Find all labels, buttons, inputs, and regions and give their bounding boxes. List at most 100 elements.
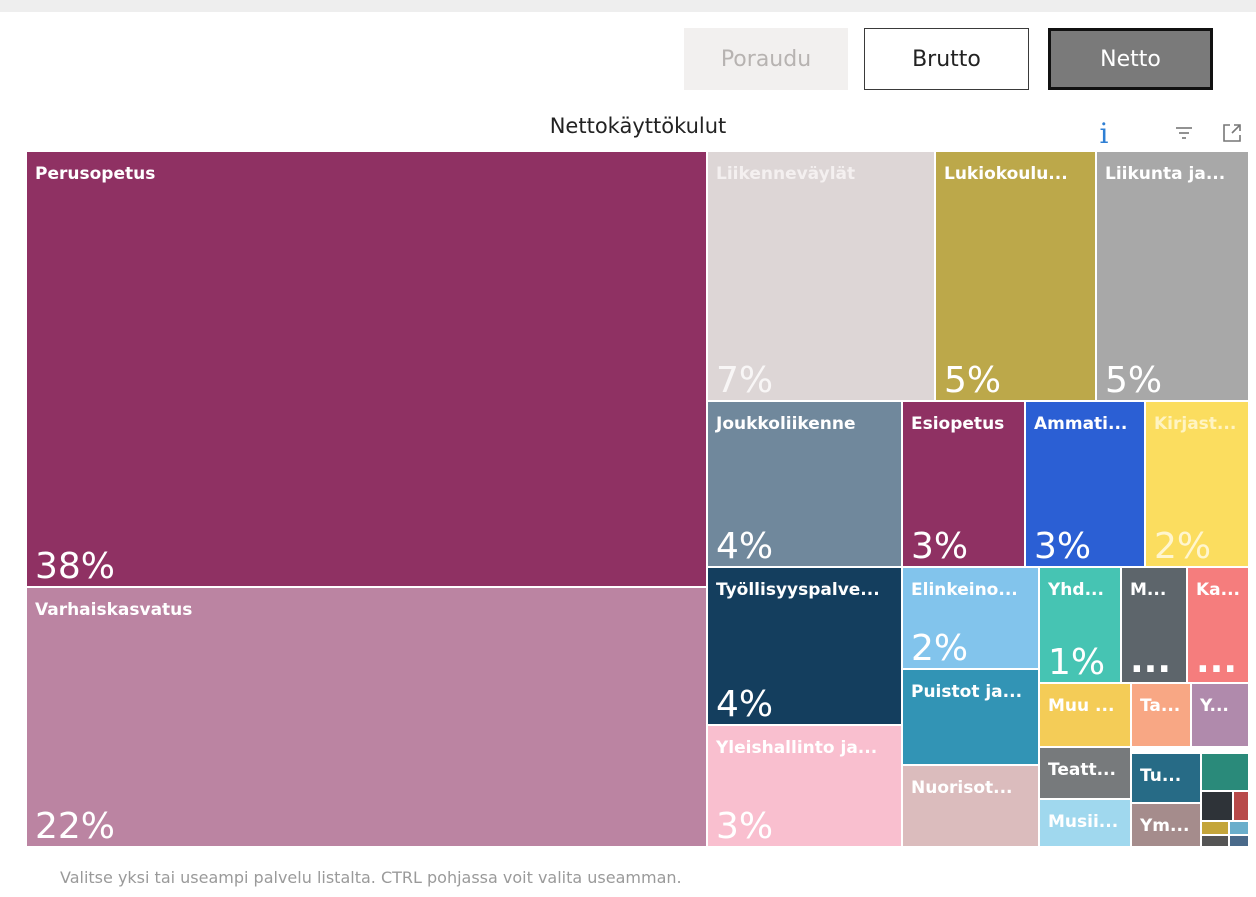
treemap-tile-14[interactable]: Puistot ja...	[903, 670, 1038, 764]
treemap-tile-27[interactable]	[1202, 822, 1228, 834]
treemap-tile-0[interactable]: Perusopetus 38%	[27, 152, 706, 587]
treemap-tile-label: Teatt...	[1048, 760, 1116, 780]
treemap-tile-6[interactable]: Esiopetus 3%	[903, 402, 1024, 567]
treemap-tile-12[interactable]: M......	[1122, 568, 1186, 682]
treemap-tile-7[interactable]: Ammati... 3%	[1026, 402, 1144, 567]
treemap-tile-label: Nuorisot...	[911, 778, 1013, 798]
treemap-tile-17[interactable]: Y...	[1192, 684, 1248, 746]
treemap-tile-rect[interactable]	[1230, 836, 1248, 846]
treemap-tile-value: 22%	[35, 806, 115, 847]
treemap-tile-rect[interactable]	[903, 766, 1038, 846]
treemap-tile-3[interactable]: Lukiokoulu... 5%	[936, 152, 1095, 401]
treemap-tile-label: Kirjast...	[1154, 414, 1236, 434]
treemap-tile-4[interactable]: Liikunta ja... 5%	[1097, 152, 1248, 401]
treemap-tile-rect[interactable]	[27, 588, 706, 846]
treemap-tile-22[interactable]: Musii...	[1040, 800, 1130, 846]
focus-mode-icon[interactable]	[1218, 118, 1246, 148]
treemap-tile-30[interactable]	[1230, 836, 1248, 846]
top-strip	[0, 0, 1256, 12]
treemap-tile-value: 3%	[911, 526, 968, 567]
treemap-tile-label: Perusopetus	[35, 164, 155, 184]
treemap-tile-23[interactable]: Ym...	[1132, 804, 1200, 846]
treemap-tile-13[interactable]: Ka......	[1188, 568, 1248, 682]
treemap-tile-label: Ka...	[1196, 580, 1240, 600]
treemap-tile-rect[interactable]	[1192, 684, 1248, 746]
treemap-tile-rect[interactable]	[1132, 684, 1190, 746]
treemap-tile-rect[interactable]	[708, 402, 901, 566]
treemap-tile-rect[interactable]	[936, 152, 1095, 400]
treemap-tile-8[interactable]: Kirjast... 2%	[1146, 402, 1248, 567]
treemap-tile-rect[interactable]	[1188, 568, 1248, 682]
treemap-tile-11[interactable]: Yhd... 1%	[1040, 568, 1120, 683]
treemap-tile-24[interactable]	[1202, 754, 1248, 790]
treemap-tile-label: Muu ...	[1048, 696, 1114, 716]
treemap-tile-rect[interactable]	[1097, 152, 1248, 400]
treemap-tile-10[interactable]: Elinkeino... 2%	[903, 568, 1038, 669]
treemap-tile-label: Liikunta ja...	[1105, 164, 1225, 184]
treemap-tile-rect[interactable]	[1146, 402, 1248, 566]
treemap-tile-value: 2%	[911, 628, 968, 669]
treemap-tile-value: 5%	[1105, 360, 1162, 401]
treemap-tile-25[interactable]	[1202, 792, 1232, 820]
treemap-tile-label: Lukiokoulu...	[944, 164, 1068, 184]
treemap-tile-rect[interactable]	[1202, 792, 1232, 820]
treemap-tile-value: 3%	[1034, 526, 1091, 567]
treemap-tile-label: Musii...	[1048, 812, 1118, 832]
filter-icon[interactable]	[1170, 118, 1198, 148]
treemap-tile-9[interactable]: Työllisyyspalve... 4%	[708, 568, 901, 725]
treemap-tile-label: Ym...	[1139, 816, 1189, 836]
treemap-tile-5[interactable]: Joukkoliikenne 4%	[708, 402, 901, 567]
treemap-tile-value: 4%	[716, 684, 773, 725]
treemap-tile-rect[interactable]	[1230, 822, 1248, 834]
treemap-tile-21[interactable]: Tu...	[1132, 754, 1200, 802]
treemap-tile-29[interactable]	[1202, 836, 1228, 846]
treemap-tile-rect[interactable]	[1040, 748, 1130, 798]
treemap-tile-rect[interactable]	[903, 568, 1038, 668]
treemap-tile-2[interactable]: Liikenneväylät 7%	[708, 152, 934, 401]
treemap-tile-label: Liikenneväylät	[716, 164, 855, 184]
treemap-tile-19[interactable]: Nuorisot...	[903, 766, 1038, 846]
treemap-tile-rect[interactable]	[708, 152, 934, 400]
treemap-tile-rect[interactable]	[1202, 754, 1248, 790]
treemap-tile-rect[interactable]	[1132, 754, 1200, 802]
treemap-tile-label: Varhaiskasvatus	[35, 600, 192, 620]
footer-instructions: Valitse yksi tai useampi palvelu listalt…	[60, 868, 682, 887]
treemap-tile-rect[interactable]	[708, 568, 901, 724]
treemap-tile-rect[interactable]	[903, 670, 1038, 764]
treemap-tile-rect[interactable]	[1234, 792, 1248, 820]
treemap-tile-label: Joukkoliikenne	[715, 414, 856, 434]
treemap-tile-rect[interactable]	[1040, 800, 1130, 846]
treemap-tile-value: 2%	[1154, 526, 1211, 567]
treemap-tile-rect[interactable]	[1040, 684, 1130, 746]
info-icon[interactable]: i	[1099, 116, 1109, 150]
treemap-tile-label: Tu...	[1140, 766, 1181, 786]
netto-button[interactable]: Netto	[1048, 28, 1213, 90]
treemap-tile-value: 7%	[716, 360, 773, 401]
treemap-tile-value: 1%	[1048, 642, 1105, 683]
treemap-tile-rect[interactable]	[1122, 568, 1186, 682]
treemap-tile-label: Työllisyyspalve...	[716, 580, 880, 600]
treemap-tile-18[interactable]: Yleishallinto ja... 3%	[708, 726, 901, 847]
treemap-tile-label: Puistot ja...	[911, 682, 1022, 702]
treemap-tile-rect[interactable]	[1132, 804, 1200, 846]
treemap-tile-rect[interactable]	[1202, 822, 1228, 834]
treemap-tile-rect[interactable]	[903, 402, 1024, 566]
treemap-tile-15[interactable]: Muu ...	[1040, 684, 1130, 746]
treemap-tile-rect[interactable]	[1202, 836, 1228, 846]
treemap-tile-rect[interactable]	[708, 726, 901, 846]
treemap-tile-rect[interactable]	[27, 152, 706, 586]
treemap-tile-label: Yleishallinto ja...	[715, 738, 877, 758]
treemap-tile-20[interactable]: Teatt...	[1040, 748, 1130, 798]
treemap-tile-16[interactable]: Ta...	[1132, 684, 1190, 746]
treemap-tile-rect[interactable]	[1040, 568, 1120, 682]
treemap-tile-rect[interactable]	[1026, 402, 1144, 566]
brutto-button[interactable]: Brutto	[864, 28, 1029, 90]
treemap-tile-26[interactable]	[1234, 792, 1248, 820]
poraudu-button[interactable]: Poraudu	[684, 28, 848, 90]
treemap-tile-value: 38%	[35, 546, 115, 587]
treemap-tile-1[interactable]: Varhaiskasvatus 22%	[27, 588, 706, 847]
treemap-tile-value: 4%	[716, 526, 773, 567]
treemap-tile-28[interactable]	[1230, 822, 1248, 834]
chart-title: Nettokäyttökulut	[549, 114, 727, 138]
